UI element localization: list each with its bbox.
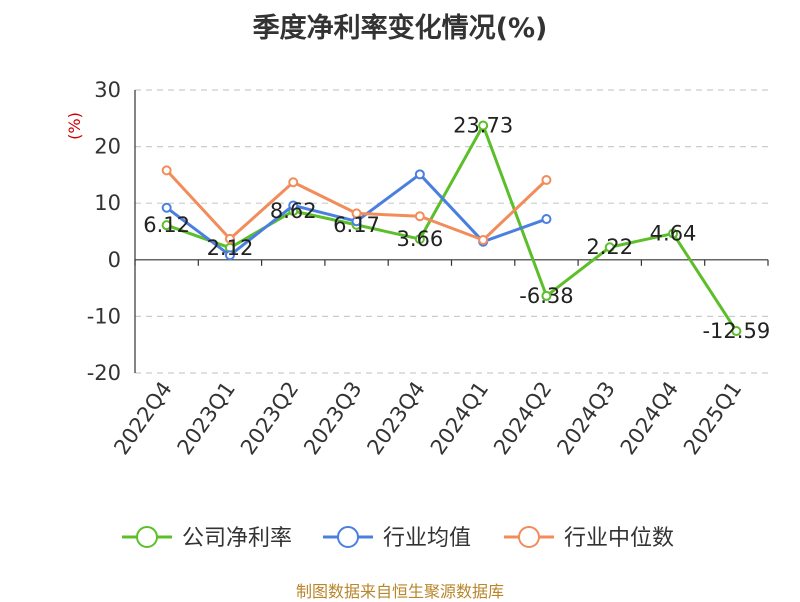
data-point: [161, 165, 172, 176]
y-axis-label: (%): [65, 112, 84, 140]
legend-item-1: 行业均值: [323, 526, 471, 551]
y-tick-label: 30: [94, 78, 121, 102]
legend-marker: [337, 526, 359, 548]
legend-item-0: 公司净利率: [122, 526, 292, 551]
legend-label: 行业中位数: [564, 526, 674, 551]
data-label: 6.12: [143, 213, 190, 237]
x-tick-label: 2024Q4: [616, 377, 683, 459]
y-tick-label: -10: [87, 304, 121, 328]
data-point: [731, 326, 742, 337]
x-tick-label: 2024Q2: [489, 377, 556, 459]
x-tick-label: 2024Q1: [426, 377, 493, 459]
data-point: [414, 211, 425, 222]
source-footer: 制图数据来自恒生聚源数据库: [295, 582, 504, 601]
data-label: 6.17: [333, 213, 380, 237]
data-point: [478, 234, 489, 245]
legend-label: 行业均值: [383, 526, 471, 551]
data-labels: 6.12 2.12 8.62 6.17 3.66 23.73 -6.38 2.22 4.64 -1…: [143, 113, 770, 343]
data-label: 4.64: [650, 222, 697, 246]
x-tick-label: 2023Q4: [362, 377, 429, 459]
data-point: [288, 177, 299, 188]
x-tick-label: 2023Q1: [173, 377, 240, 459]
x-tick-label: 2022Q4: [109, 377, 176, 459]
data-point: [541, 214, 552, 225]
data-label: 2.12: [207, 236, 254, 260]
data-label: 23.73: [453, 113, 513, 137]
data-point: [668, 228, 679, 239]
data-point: [224, 233, 235, 244]
y-tick-label: 20: [94, 135, 121, 159]
series-group: [161, 120, 742, 337]
x-tick-label: 2025Q1: [679, 377, 746, 459]
legend-marker: [136, 526, 158, 548]
data-point: [224, 250, 235, 261]
y-tick-label: -20: [87, 361, 121, 385]
data-point: [414, 169, 425, 180]
y-tick-label: 10: [94, 191, 121, 215]
data-label: 2.22: [586, 235, 633, 259]
data-point: [288, 200, 299, 211]
data-label: -6.38: [519, 284, 573, 308]
data-point: [351, 208, 362, 219]
data-label: -12.59: [702, 319, 770, 343]
chart-title: 季度净利率变化情况(%): [252, 13, 548, 44]
legend: 公司净利率 行业均值 行业中位数: [122, 526, 674, 551]
data-label: 8.62: [270, 199, 317, 223]
axes: 30 20 10 0 -10 -20 (%) 2022Q42023Q12023Q22023Q3…: [65, 78, 769, 459]
data-label: 3.66: [396, 227, 443, 251]
data-point: [541, 290, 552, 301]
data-point: [161, 220, 172, 231]
data-point: [604, 242, 615, 253]
legend-item-2: 行业中位数: [504, 526, 674, 551]
legend-label: 公司净利率: [182, 526, 292, 551]
data-point: [541, 174, 552, 185]
data-point: [414, 234, 425, 245]
y-tick-label: 0: [108, 248, 121, 272]
x-tick-label: 2023Q3: [299, 377, 366, 459]
x-tick-label: 2024Q3: [552, 377, 619, 459]
x-tick-label: 2023Q2: [236, 377, 303, 459]
data-point: [478, 120, 489, 131]
data-point: [161, 202, 172, 213]
legend-marker: [518, 526, 540, 548]
